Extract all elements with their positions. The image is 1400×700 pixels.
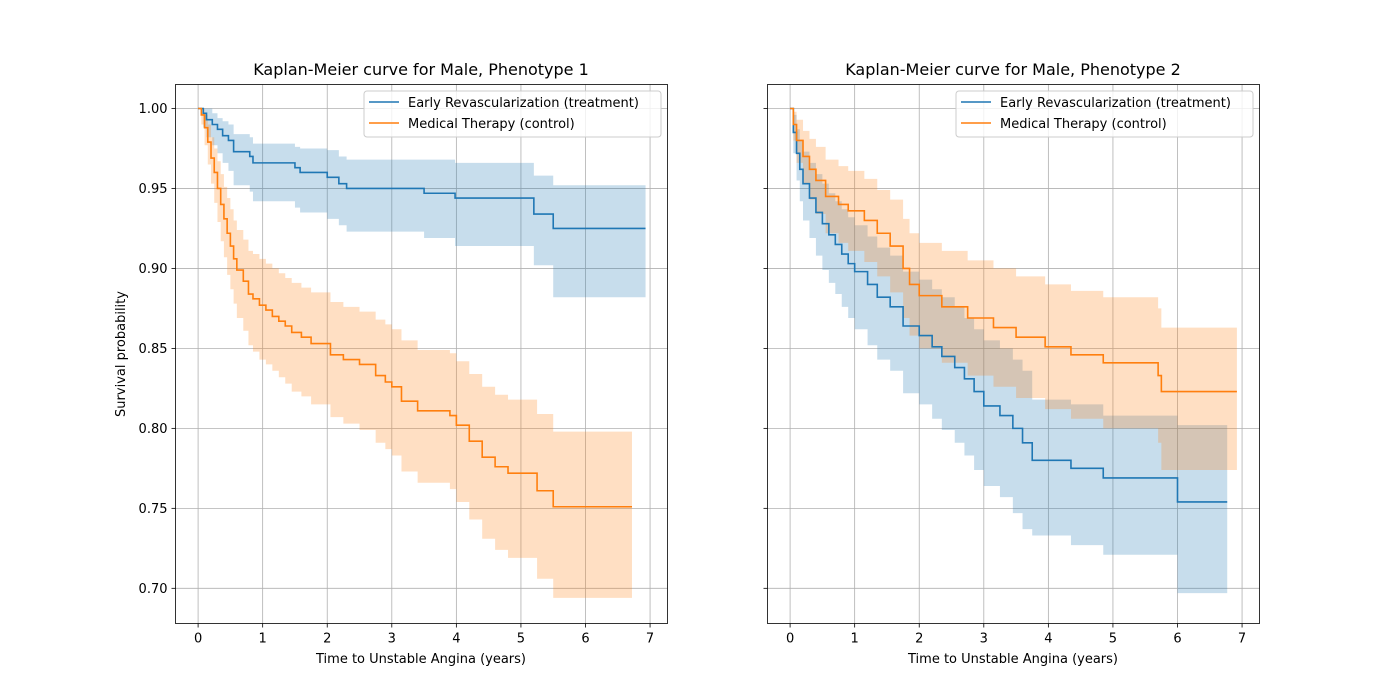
y-tick-label: 0.75 bbox=[139, 502, 168, 517]
survival-line-control bbox=[198, 107, 632, 508]
confidence-band-treatment bbox=[790, 108, 1228, 594]
y-tick-label: 0.70 bbox=[139, 582, 168, 597]
x-tick-label: 2 bbox=[915, 632, 923, 647]
confidence-band-treatment bbox=[198, 108, 646, 298]
legend-label-treatment: Early Revascularization (treatment) bbox=[408, 96, 639, 111]
axis-ticks: 0 1 2 3 4 5 6 7 0.70 0.75 0.80 0.85 0.90 0.95 1.00 bbox=[139, 102, 655, 647]
survival-line-treatment bbox=[790, 107, 1228, 503]
x-tick-label: 5 bbox=[517, 632, 525, 647]
legend: Early Revascularization (treatment) Medi… bbox=[955, 90, 1254, 138]
x-tick-label: 0 bbox=[786, 632, 794, 647]
confidence-band-control bbox=[790, 108, 1237, 470]
legend-label-control: Medical Therapy (control) bbox=[1000, 117, 1167, 132]
legend-box bbox=[955, 90, 1254, 138]
chart-title: Kaplan-Meier curve for Male, Phenotype 2 bbox=[845, 60, 1181, 79]
x-axis-label: Time to Unstable Angina (years) bbox=[315, 652, 526, 667]
x-tick-label: 7 bbox=[1238, 632, 1246, 647]
grid bbox=[767, 84, 1260, 624]
y-tick-label: 1.00 bbox=[139, 102, 168, 117]
survival-line-treatment bbox=[198, 107, 646, 230]
plot-frame bbox=[767, 84, 1260, 624]
confidence-bands bbox=[198, 108, 646, 598]
y-axis-label: Survival probability bbox=[114, 291, 129, 417]
survival-lines bbox=[198, 107, 646, 508]
x-tick-label: 4 bbox=[452, 632, 460, 647]
x-tick-label: 1 bbox=[259, 632, 267, 647]
y-tick-label: 0.95 bbox=[139, 182, 168, 197]
legend-box bbox=[363, 90, 662, 138]
chart-title: Kaplan-Meier curve for Male, Phenotype 1 bbox=[253, 60, 589, 79]
axis-ticks: 0 1 2 3 4 5 6 7 bbox=[763, 108, 1246, 647]
y-tick-label: 0.85 bbox=[139, 342, 168, 357]
x-tick-label: 5 bbox=[1109, 632, 1117, 647]
x-tick-label: 6 bbox=[581, 632, 589, 647]
km-chart-phenotype-1: Kaplan-Meier curve for Male, Phenotype 1… bbox=[114, 60, 668, 667]
plot-frame bbox=[175, 84, 668, 624]
survival-lines bbox=[790, 107, 1237, 503]
survival-line-control bbox=[790, 107, 1237, 393]
x-tick-label: 2 bbox=[323, 632, 331, 647]
x-tick-label: 1 bbox=[851, 632, 859, 647]
legend: Early Revascularization (treatment) Medi… bbox=[363, 90, 662, 138]
x-tick-label: 0 bbox=[194, 632, 202, 647]
x-tick-label: 3 bbox=[388, 632, 396, 647]
x-tick-label: 4 bbox=[1044, 632, 1052, 647]
confidence-band-control bbox=[198, 108, 632, 598]
y-tick-label: 0.80 bbox=[139, 422, 168, 437]
km-chart-phenotype-2: Kaplan-Meier curve for Male, Phenotype 2… bbox=[763, 60, 1260, 667]
confidence-bands bbox=[790, 108, 1237, 594]
legend-label-control: Medical Therapy (control) bbox=[408, 117, 575, 132]
x-tick-label: 7 bbox=[646, 632, 654, 647]
legend-label-treatment: Early Revascularization (treatment) bbox=[1000, 96, 1231, 111]
y-tick-label: 0.90 bbox=[139, 262, 168, 277]
x-tick-label: 6 bbox=[1173, 632, 1181, 647]
x-tick-label: 3 bbox=[980, 632, 988, 647]
x-axis-label: Time to Unstable Angina (years) bbox=[907, 652, 1118, 667]
